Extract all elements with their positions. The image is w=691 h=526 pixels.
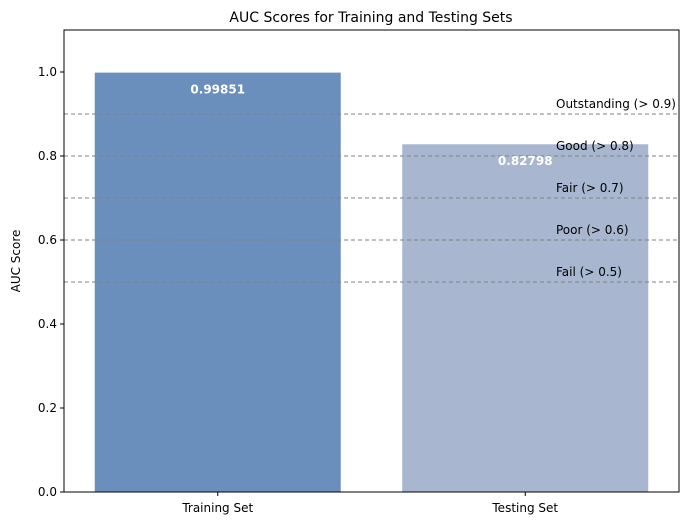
reference-label-5: Fail (> 0.5) <box>556 265 622 279</box>
reference-label-4: Poor (> 0.6) <box>556 223 629 237</box>
plot-area-frame <box>63 29 680 493</box>
y-tick-label-1: 0.0 <box>38 485 57 499</box>
y-tick-label-6: 1.0 <box>38 65 57 79</box>
y-tick-label-3: 0.4 <box>38 317 57 331</box>
reference-label-1: Outstanding (> 0.9) <box>556 97 676 111</box>
value-label-1: 0.99851 <box>190 82 245 96</box>
chart-title: AUC Scores for Training and Testing Sets <box>229 10 512 26</box>
y-tick-label-2: 0.2 <box>38 401 57 415</box>
reference-label-2: Good (> 0.8) <box>556 139 634 153</box>
x-tick-label-1: Training Set <box>181 501 253 515</box>
x-tick-label-2: Testing Set <box>491 501 558 515</box>
y-tick-label-4: 0.6 <box>38 233 57 247</box>
value-label-2: 0.82798 <box>498 154 553 168</box>
bar-2 <box>402 144 649 492</box>
y-axis-label: AUC Score <box>9 230 23 293</box>
y-tick-label-5: 0.8 <box>38 149 57 163</box>
reference-label-3: Fair (> 0.7) <box>556 181 624 195</box>
